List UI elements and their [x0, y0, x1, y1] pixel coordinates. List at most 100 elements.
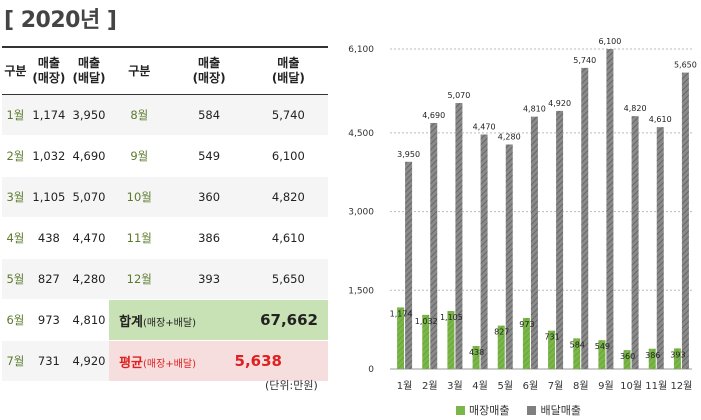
data-label-delivery: 4,820 [624, 104, 647, 113]
table-row: 4월 438 4,470 11월 386 4,610 [2, 217, 328, 259]
table-row: 7월 731 4,920 평균(매장+배달) 5,638 [2, 340, 328, 382]
month-cell: 1월 [2, 94, 29, 136]
bar-store [598, 340, 606, 369]
month-cell: 7월 [2, 340, 29, 382]
bar-delivery [405, 161, 413, 369]
delivery-cell: 5,070 [68, 176, 110, 218]
delivery-cell: 4,820 [248, 176, 328, 218]
legend-swatch-store [456, 405, 465, 415]
data-label-store: 584 [570, 340, 585, 349]
delivery-cell: 5,740 [248, 94, 328, 136]
header-store: 매출 (매장) [28, 46, 69, 95]
x-tick-label: 6월 [523, 380, 539, 392]
bar-delivery [505, 144, 513, 369]
month-cell: 3월 [2, 176, 29, 218]
avg-label: 평균(매장+배달) [119, 355, 196, 371]
y-tick-label: 6,100 [348, 45, 374, 55]
table-header-row: 구분 매출 (매장) 매출 (배달) 구분 매출 (매장) 매출 (배달) [2, 46, 328, 95]
bar-delivery [606, 49, 614, 369]
data-label-store: 731 [544, 333, 559, 342]
data-label-store: 386 [645, 351, 660, 360]
bar-delivery [556, 110, 564, 369]
bar-store [422, 314, 430, 369]
store-cell: 393 [169, 258, 249, 300]
y-tick-label: 3,000 [348, 208, 374, 218]
data-label-delivery: 6,100 [598, 37, 621, 46]
x-tick-label: 4월 [472, 380, 488, 392]
page-title: [ 2020년 ] [4, 8, 117, 33]
month-cell: 9월 [109, 135, 170, 177]
avg-cell: 평균(매장+배달) 5,638 [109, 340, 328, 382]
x-tick-label: 10월 [620, 380, 642, 392]
data-label-delivery: 3,950 [397, 150, 420, 159]
delivery-cell: 4,280 [68, 258, 110, 300]
data-label-store: 1,105 [440, 313, 463, 322]
x-tick-label: 8월 [573, 380, 589, 392]
data-label-delivery: 4,810 [523, 105, 546, 114]
bar-store [648, 348, 656, 369]
header-delivery: 매출 (배달) [68, 46, 110, 95]
month-cell: 4월 [2, 217, 29, 259]
table-row: 1월 1,174 3,950 8월 584 5,740 [2, 94, 328, 136]
bar-store [522, 317, 530, 369]
sales-table: 구분 매출 (매장) 매출 (배달) 구분 매출 (매장) 매출 (배달) 1월 1,1… [2, 46, 328, 382]
store-cell: 827 [28, 258, 69, 300]
data-label-store: 393 [670, 350, 685, 359]
store-cell: 731 [28, 340, 69, 382]
store-cell: 549 [169, 135, 249, 177]
bar-delivery [480, 134, 488, 369]
store-cell: 438 [28, 217, 69, 259]
unit-note: (단위:만원) [265, 379, 318, 392]
month-cell: 5월 [2, 258, 29, 300]
data-label-store: 827 [494, 328, 509, 337]
data-label-delivery: 4,280 [498, 132, 521, 141]
data-label-delivery: 5,070 [447, 91, 470, 100]
legend-label-delivery: 배달매출 [540, 404, 581, 417]
bar-store [673, 348, 681, 369]
data-label-delivery: 4,470 [473, 123, 496, 132]
sum-label: 합계(매장+배달) [119, 314, 196, 330]
bar-delivery [656, 127, 664, 369]
store-cell: 1,032 [28, 135, 69, 177]
delivery-cell: 4,810 [68, 299, 110, 341]
delivery-cell: 3,950 [68, 94, 110, 136]
chart-legend: 매장매출 배달매출 [456, 402, 581, 418]
legend-item-store: 매장매출 [456, 402, 509, 418]
data-label-delivery: 4,690 [422, 111, 445, 120]
table-row: 2월 1,032 4,690 9월 549 6,100 [2, 135, 328, 177]
table-row: 6월 973 4,810 합계(매장+배달) 67,662 [2, 299, 328, 341]
data-label-store: 1,032 [415, 317, 438, 326]
legend-swatch-delivery [527, 405, 537, 415]
store-cell: 584 [169, 94, 249, 136]
data-label-store: 1,174 [390, 309, 413, 318]
bar-store [397, 307, 405, 369]
sum-value: 67,662 [260, 310, 318, 329]
header-store-2: 매출 (매장) [169, 46, 249, 95]
store-cell: 386 [169, 217, 249, 259]
bar-store [573, 338, 581, 369]
y-tick-label: 4,500 [348, 129, 374, 139]
sum-cell: 합계(매장+배달) 67,662 [109, 299, 328, 341]
data-label-delivery: 4,920 [548, 99, 571, 108]
bar-delivery [430, 122, 438, 369]
y-tick-label: 0 [368, 365, 374, 375]
month-cell: 2월 [2, 135, 29, 177]
header-delivery-2: 매출 (배달) [248, 46, 328, 95]
bar-store [447, 311, 455, 369]
data-label-delivery: 5,650 [674, 61, 697, 70]
data-label-delivery: 4,610 [649, 115, 672, 124]
bar-delivery [530, 116, 538, 369]
bar-delivery [631, 116, 639, 369]
x-tick-label: 2월 [422, 380, 438, 392]
avg-value: 5,638 [234, 351, 282, 370]
bar-store [472, 346, 480, 369]
month-cell: 10월 [109, 176, 170, 218]
legend-item-delivery: 배달매출 [527, 402, 581, 418]
month-cell: 8월 [109, 94, 170, 136]
store-cell: 973 [28, 299, 69, 341]
store-cell: 360 [169, 176, 249, 218]
bar-delivery [581, 67, 589, 369]
x-tick-label: 9월 [598, 380, 614, 392]
data-label-store: 973 [519, 320, 534, 329]
data-label-store: 360 [620, 352, 635, 361]
